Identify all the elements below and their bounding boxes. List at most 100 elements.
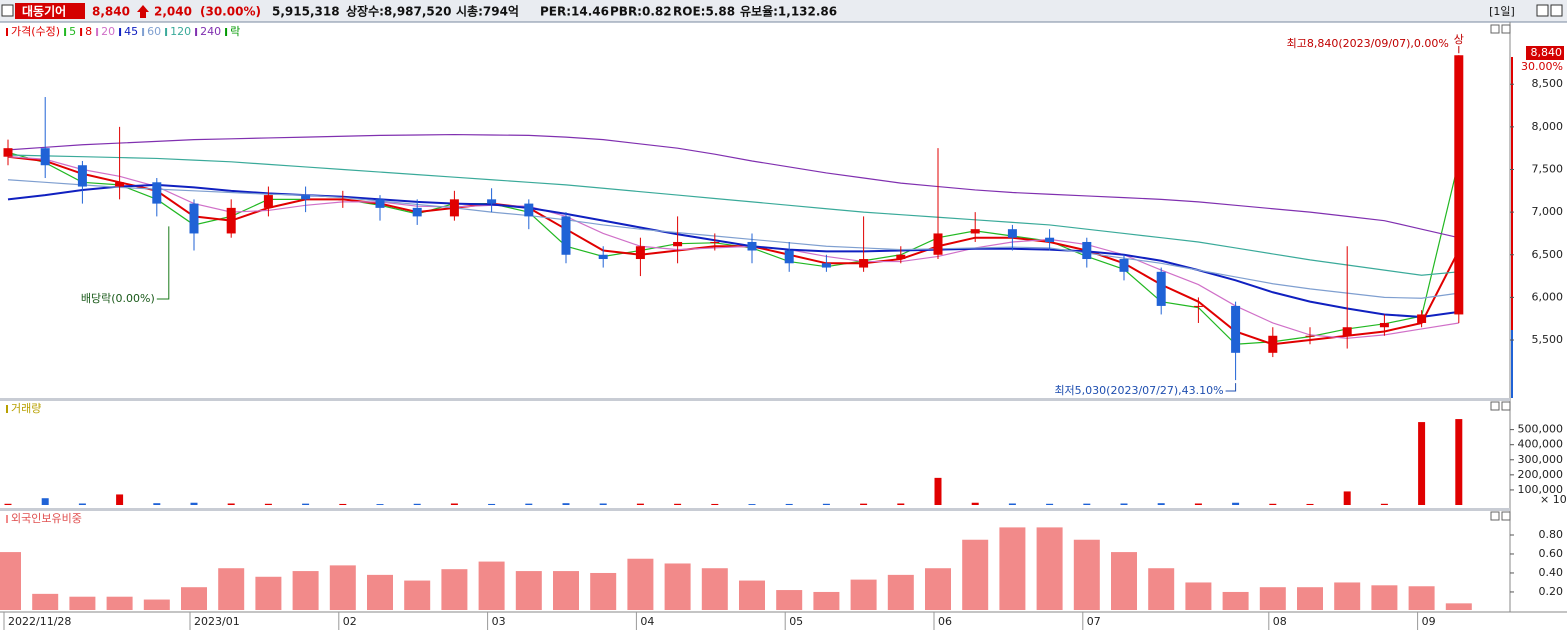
bar xyxy=(627,558,654,610)
bar xyxy=(1185,582,1212,610)
candle-body xyxy=(859,259,869,268)
legend-swatch xyxy=(6,405,8,413)
x-tick-label: 05 xyxy=(789,615,803,628)
bar xyxy=(78,503,86,505)
bar xyxy=(1334,582,1361,610)
y-tick-label: 0.80 xyxy=(1539,528,1564,541)
bar xyxy=(1111,552,1137,610)
bar xyxy=(106,596,133,610)
y-tick-label: 5,500 xyxy=(1532,333,1564,346)
bar xyxy=(227,503,235,505)
header-bar xyxy=(0,0,1567,22)
bar xyxy=(525,503,533,505)
bar xyxy=(450,503,458,505)
legend-item: 20 xyxy=(101,25,115,38)
volume: 5,915,318 xyxy=(272,5,340,19)
legend-item: 5 xyxy=(69,25,76,38)
bar xyxy=(1148,568,1175,610)
panel-buttons xyxy=(1490,24,1511,521)
bar xyxy=(1306,503,1314,505)
volume-unit: × 10 xyxy=(1540,493,1567,506)
panel-button[interactable] xyxy=(1501,511,1511,521)
candle-body xyxy=(375,199,385,208)
y-tick-label: 6,000 xyxy=(1532,290,1564,303)
bar xyxy=(255,576,282,610)
bar xyxy=(404,580,431,610)
bar xyxy=(1445,603,1472,610)
panel-divider xyxy=(0,398,1510,401)
candle-body xyxy=(338,199,348,201)
candle-body xyxy=(412,207,422,217)
bar xyxy=(153,503,161,505)
candle-body xyxy=(896,254,906,260)
bar xyxy=(69,596,96,610)
dividend-annotation: 배당락(0.00%) xyxy=(81,292,155,305)
bar xyxy=(218,568,245,610)
bar xyxy=(887,574,914,610)
candle-body xyxy=(263,195,273,208)
candle-body xyxy=(1268,335,1278,353)
panel-button[interactable] xyxy=(1490,401,1500,411)
candle-body xyxy=(189,203,199,234)
x-tick-label: 2022/11/28 xyxy=(8,615,71,628)
ma-line xyxy=(7,154,1459,276)
high-annotation: 최고8,840(2023/09/07),0.00% xyxy=(1287,37,1449,50)
legend-swatch xyxy=(6,28,8,36)
panel-button[interactable] xyxy=(1501,24,1511,34)
ma-line xyxy=(7,179,1459,299)
x-tick-label: 04 xyxy=(640,615,654,628)
x-tick-label: 07 xyxy=(1087,615,1101,628)
candle-body xyxy=(1379,322,1389,328)
candle-body xyxy=(77,165,87,187)
bar xyxy=(116,494,124,505)
candle-body xyxy=(226,207,236,234)
bar xyxy=(441,569,468,610)
y-tick-label: 8,500 xyxy=(1532,77,1564,90)
candle-body xyxy=(821,263,831,268)
bar xyxy=(711,503,719,505)
bar xyxy=(329,565,356,610)
legend-swatch xyxy=(119,28,122,36)
bar xyxy=(1297,587,1323,610)
x-tick-label: 03 xyxy=(492,615,506,628)
candle-body xyxy=(40,148,50,166)
ma-line xyxy=(7,133,1459,239)
bar xyxy=(264,503,272,505)
checkbox[interactable] xyxy=(1,4,14,17)
legend-swatch xyxy=(165,28,168,36)
stock-name: 대동기어 xyxy=(22,4,66,19)
bar xyxy=(1259,587,1286,610)
panel-button[interactable] xyxy=(1490,511,1500,521)
panel-button[interactable] xyxy=(1501,401,1511,411)
y-tick-label: 7,500 xyxy=(1532,163,1564,176)
last-label-box xyxy=(1526,46,1564,60)
candle-body xyxy=(1156,271,1166,306)
candle-body xyxy=(449,199,459,217)
x-tick-label: 08 xyxy=(1273,615,1287,628)
candle-body xyxy=(1193,305,1203,307)
market-cap: 시총:794억 xyxy=(456,4,519,19)
bar xyxy=(478,561,505,610)
bar xyxy=(190,502,198,505)
candle-body xyxy=(784,250,794,264)
max-button[interactable] xyxy=(1536,4,1549,17)
bar xyxy=(367,574,393,610)
legend-item: 45 xyxy=(124,25,138,38)
up-arrow xyxy=(137,5,149,18)
x-tick-label: 02 xyxy=(343,615,357,628)
period[interactable]: [1일] xyxy=(1489,4,1515,18)
y-tick-label: 300,000 xyxy=(1518,453,1564,466)
legend-price: 가격(수정) xyxy=(11,25,60,38)
bar xyxy=(599,503,607,505)
ma-line xyxy=(7,155,1460,346)
y-tick-label: 100,000 xyxy=(1518,483,1564,496)
bar xyxy=(41,498,49,505)
bar xyxy=(822,503,830,505)
panel-button[interactable] xyxy=(1490,24,1500,34)
panel-title: 거래량 xyxy=(11,402,41,415)
y-tick-label: 200,000 xyxy=(1518,468,1564,481)
bar xyxy=(1008,503,1016,505)
close-button[interactable] xyxy=(1550,4,1563,17)
legend-item: 60 xyxy=(147,25,161,38)
